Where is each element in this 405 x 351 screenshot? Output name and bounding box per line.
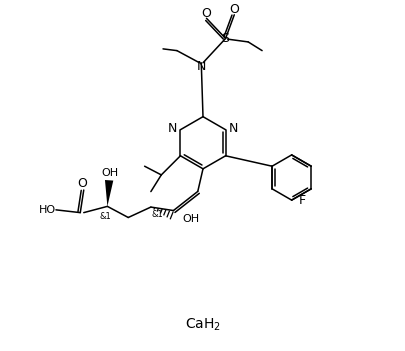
Text: &1: &1 [151, 210, 162, 219]
Text: O: O [77, 177, 87, 190]
Text: HO: HO [38, 205, 55, 215]
Text: &1: &1 [100, 212, 111, 221]
Text: S: S [221, 32, 229, 45]
Text: N: N [228, 122, 237, 135]
Text: N: N [196, 60, 205, 73]
Text: F: F [298, 194, 305, 207]
Text: O: O [229, 3, 239, 16]
Text: OH: OH [101, 168, 118, 178]
Text: O: O [201, 7, 211, 20]
Polygon shape [105, 180, 113, 206]
Text: N: N [168, 122, 177, 135]
Text: OH: OH [182, 213, 200, 224]
Text: CaH$_2$: CaH$_2$ [185, 316, 220, 333]
